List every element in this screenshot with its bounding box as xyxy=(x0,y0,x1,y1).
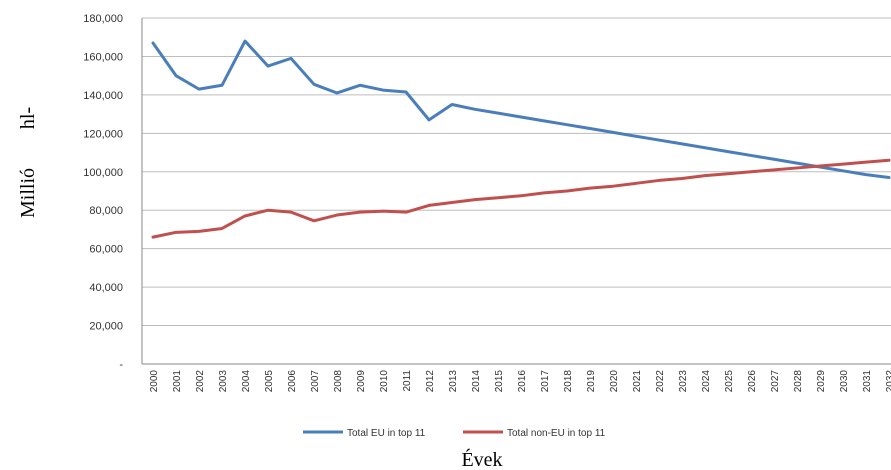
x-tick-label: 2022 xyxy=(655,370,666,393)
x-tick-label: 2013 xyxy=(448,370,459,393)
y-tick-label: 60,000 xyxy=(89,244,123,256)
y-axis-label-word-1: Millió xyxy=(17,168,39,218)
y-tick-label: - xyxy=(119,359,123,371)
y-tick-label: 100,000 xyxy=(83,167,123,179)
y-tick-label: 120,000 xyxy=(83,128,123,140)
x-tick-label: 2020 xyxy=(609,370,620,393)
x-tick-label: 2026 xyxy=(747,370,758,393)
x-tick-label: 2009 xyxy=(356,370,367,393)
x-tick-label: 2004 xyxy=(241,370,252,393)
x-tick-label: 2029 xyxy=(816,370,827,393)
y-tick-label: 80,000 xyxy=(89,205,123,217)
legend: Total EU in top 11 Total non-EU in top 11 xyxy=(303,428,606,439)
x-tick-label: 2018 xyxy=(563,370,574,393)
x-axis-label: Évek xyxy=(461,448,502,470)
series-line-total-non-eu xyxy=(151,158,891,239)
y-tick-label: 20,000 xyxy=(89,321,123,333)
x-tick-label: 2014 xyxy=(471,370,482,393)
x-tick-label: 2001 xyxy=(172,370,183,393)
x-tick-label: 2021 xyxy=(632,370,643,393)
x-tick-label: 2007 xyxy=(310,370,321,393)
x-tick-label: 2023 xyxy=(678,370,689,393)
x-tick-label: 2012 xyxy=(425,370,436,393)
x-tick-label: 2024 xyxy=(701,370,712,393)
x-tick-label: 2028 xyxy=(793,370,804,393)
series-line-total-eu xyxy=(151,39,891,180)
gridlines xyxy=(142,17,891,327)
x-tick-label: 2032 xyxy=(885,370,891,393)
x-tick-label: 2006 xyxy=(287,370,298,393)
y-tick-label: 180,000 xyxy=(83,13,123,25)
x-tick-label: 2005 xyxy=(264,370,275,393)
x-tick-label: 2011 xyxy=(402,370,413,392)
x-tick-label: 2030 xyxy=(839,370,850,393)
y-tick-label: 160,000 xyxy=(83,51,123,63)
x-tick-label: 2015 xyxy=(494,370,505,393)
x-tick-label: 2003 xyxy=(218,370,229,393)
x-tick-label: 2031 xyxy=(862,370,873,393)
legend-label: Total non-EU in top 11 xyxy=(507,428,606,439)
x-tick-label: 2025 xyxy=(724,370,735,393)
x-tick-labels: 2000 2001 2002 2003 2004 2005 2006 2007 2008 2009… xyxy=(149,370,891,393)
legend-label: Total EU in top 11 xyxy=(347,428,426,439)
x-tick-label: 2008 xyxy=(333,370,344,393)
x-tick-label: 2027 xyxy=(770,370,781,393)
series-lines xyxy=(151,39,891,239)
axes xyxy=(141,18,891,365)
y-axis-label-word-2: hl- xyxy=(17,107,39,129)
x-tick-label: 2000 xyxy=(149,370,160,393)
y-tick-label: 140,000 xyxy=(83,90,123,102)
x-tick-label: 2017 xyxy=(540,370,551,393)
x-tick-label: 2019 xyxy=(586,370,597,393)
x-tick-label: 2010 xyxy=(379,370,390,393)
x-tick-label: 2002 xyxy=(195,370,206,393)
y-tick-label: 40,000 xyxy=(89,282,123,294)
x-tick-label: 2016 xyxy=(517,370,528,393)
y-tick-labels: - 20,000 40,000 60,000 80,000 100,000 120,000 1… xyxy=(83,13,123,371)
